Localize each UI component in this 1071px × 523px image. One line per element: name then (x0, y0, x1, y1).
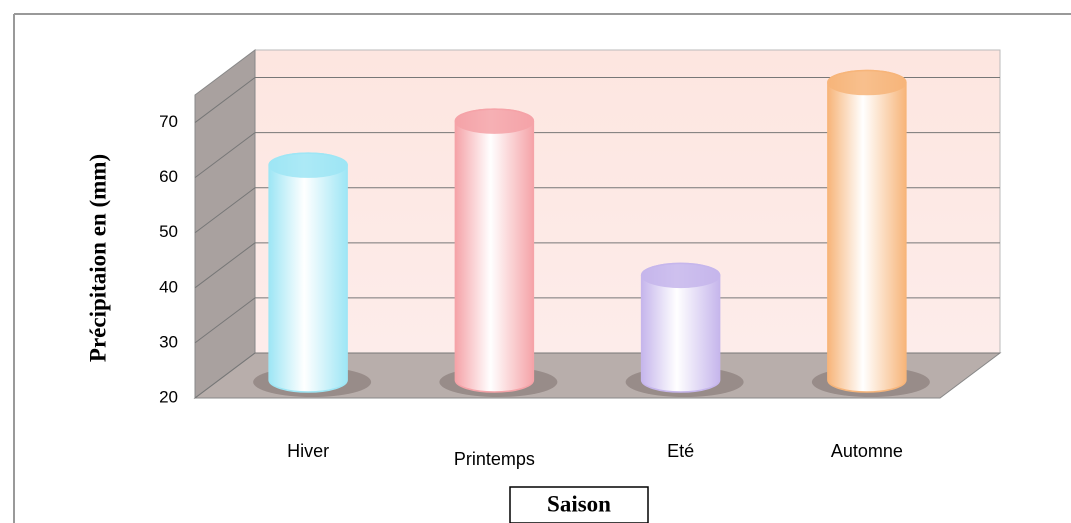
plot-area: 20 30 40 50 60 70 (159, 49, 1002, 406)
bar-top (268, 152, 348, 178)
side-wall (194, 49, 256, 399)
x-axis-title: Saison (547, 491, 611, 516)
x-tick-label: Eté (667, 441, 694, 461)
y-axis-title: Précipitaion en (mm) (85, 154, 110, 362)
y-tick-label: 30 (159, 332, 178, 351)
x-tick-label: Printemps (454, 449, 535, 469)
grid-line (194, 242, 256, 289)
bar (268, 152, 348, 393)
x-tick-label: Automne (831, 441, 903, 461)
x-title-box (509, 486, 649, 523)
bar (454, 108, 535, 393)
y-tick-label: 40 (159, 277, 178, 296)
y-tick-label: 20 (159, 387, 178, 406)
x-tick-label: Hiver (287, 441, 329, 461)
y-tick-label: 70 (159, 112, 178, 131)
grid-line (194, 187, 256, 234)
grid-line (194, 297, 256, 344)
bar-top (454, 108, 535, 134)
bar-top (640, 262, 721, 289)
grid-line (194, 352, 256, 399)
bar-top (827, 69, 907, 96)
bar (827, 69, 907, 393)
y-tick-label: 50 (159, 222, 178, 241)
y-tick-label: 60 (159, 167, 178, 186)
grid-line (194, 77, 256, 123)
grid-line (194, 132, 256, 179)
